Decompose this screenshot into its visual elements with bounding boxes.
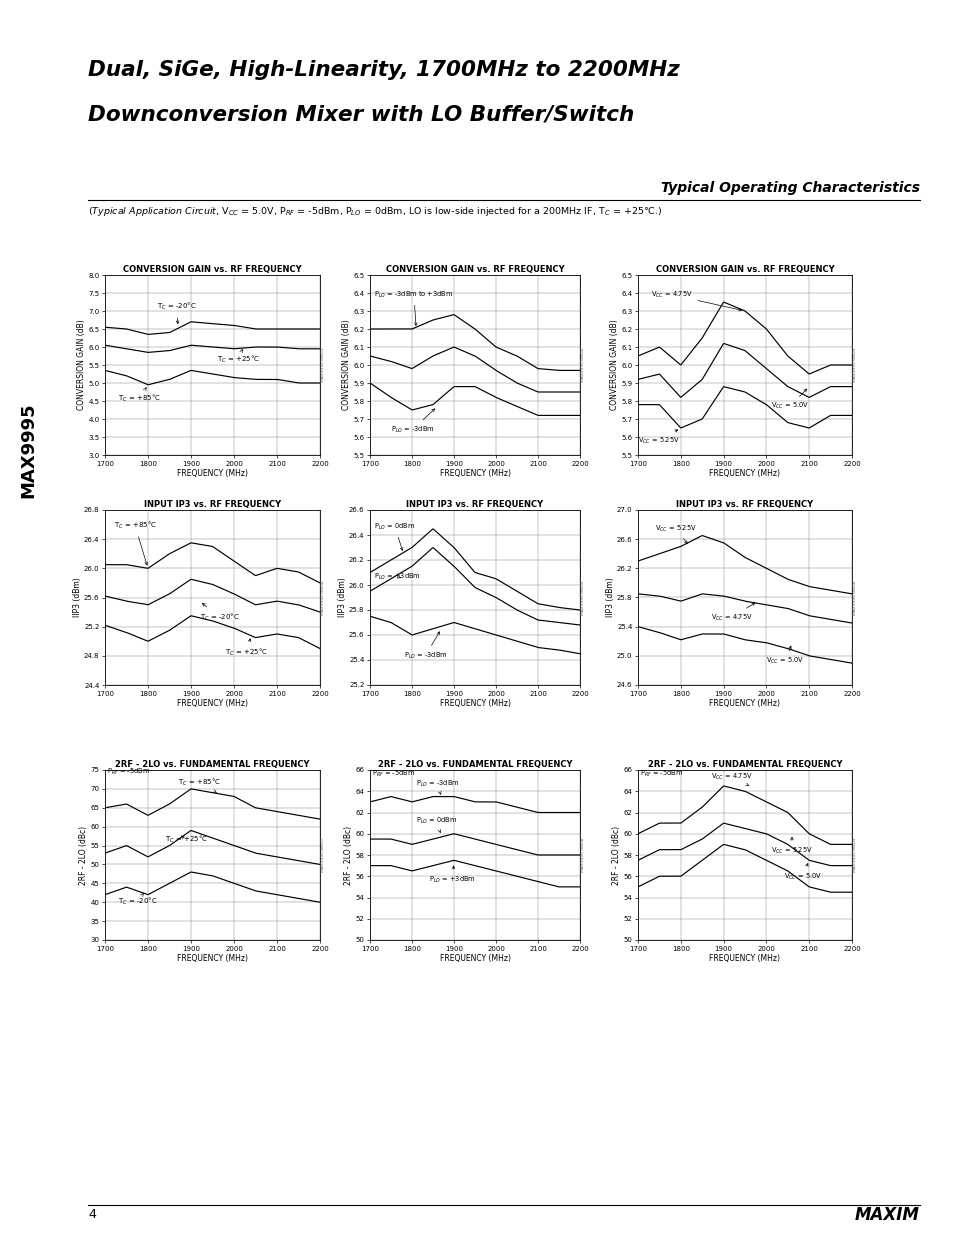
Text: MAXIM: MAXIM [854, 1207, 919, 1224]
Text: MAX9995 toc07: MAX9995 toc07 [321, 837, 325, 872]
Text: ($\it{Typical\ Application\ Circuit}$, V$_{CC}$ = 5.0V, P$_{RF}$ = -5dBm, P$_{LO: ($\it{Typical\ Application\ Circuit}$, V… [88, 205, 661, 219]
Text: V$_{CC}$ = 4.75V: V$_{CC}$ = 4.75V [650, 289, 740, 311]
X-axis label: FREQUENCY (MHz): FREQUENCY (MHz) [709, 699, 780, 708]
Text: V$_{CC}$ = 4.75V: V$_{CC}$ = 4.75V [710, 603, 754, 622]
Y-axis label: IIP3 (dBm): IIP3 (dBm) [72, 578, 82, 618]
Text: P$_{LO}$ = -3dBm: P$_{LO}$ = -3dBm [416, 779, 459, 794]
Text: T$_C$ = +25°C: T$_C$ = +25°C [225, 638, 268, 657]
Text: P$_{LO}$ = +3dBm: P$_{LO}$ = +3dBm [374, 572, 420, 582]
Text: V$_{CC}$ = 4.75V: V$_{CC}$ = 4.75V [710, 772, 752, 785]
Text: T$_C$ = +85°C: T$_C$ = +85°C [118, 388, 161, 404]
Text: MAX9995 toc06: MAX9995 toc06 [852, 580, 856, 615]
Title: 2RF - 2LO vs. FUNDAMENTAL FREQUENCY: 2RF - 2LO vs. FUNDAMENTAL FREQUENCY [377, 760, 572, 768]
Text: T$_C$ = +25°C: T$_C$ = +25°C [165, 834, 208, 845]
X-axis label: FREQUENCY (MHz): FREQUENCY (MHz) [177, 699, 248, 708]
Text: 4: 4 [88, 1209, 95, 1221]
Text: MAX9995 toc09: MAX9995 toc09 [852, 837, 856, 872]
Text: P$_{RF}$ = -5dBm: P$_{RF}$ = -5dBm [372, 768, 415, 778]
Text: P$_{LO}$ = +3dBm: P$_{LO}$ = +3dBm [428, 866, 476, 884]
Title: CONVERSION GAIN vs. RF FREQUENCY: CONVERSION GAIN vs. RF FREQUENCY [123, 264, 301, 273]
Y-axis label: 2RF - 2LO (dBc): 2RF - 2LO (dBc) [344, 825, 353, 884]
Text: V$_{CC}$ = 5.0V: V$_{CC}$ = 5.0V [770, 389, 808, 411]
Text: V$_{CC}$ = 5.0V: V$_{CC}$ = 5.0V [765, 646, 803, 667]
X-axis label: FREQUENCY (MHz): FREQUENCY (MHz) [177, 468, 248, 478]
Text: T$_C$ = +85°C: T$_C$ = +85°C [113, 520, 156, 564]
Text: T$_C$ = -20°C: T$_C$ = -20°C [199, 604, 239, 622]
Text: Dual, SiGe, High-Linearity, 1700MHz to 2200MHz: Dual, SiGe, High-Linearity, 1700MHz to 2… [88, 61, 679, 80]
Text: P$_{LO}$ = -3dBm: P$_{LO}$ = -3dBm [403, 632, 447, 661]
Text: P$_{LO}$ = -3dBm to +3dBm: P$_{LO}$ = -3dBm to +3dBm [374, 289, 454, 326]
Title: INPUT IP3 vs. RF FREQUENCY: INPUT IP3 vs. RF FREQUENCY [144, 499, 281, 509]
X-axis label: FREQUENCY (MHz): FREQUENCY (MHz) [439, 953, 510, 962]
Title: 2RF - 2LO vs. FUNDAMENTAL FREQUENCY: 2RF - 2LO vs. FUNDAMENTAL FREQUENCY [115, 760, 310, 768]
Text: MAX9995 toc04: MAX9995 toc04 [321, 580, 325, 615]
Text: V$_{CC}$ = 5.25V: V$_{CC}$ = 5.25V [638, 430, 679, 446]
Y-axis label: 2RF - 2LO (dBc): 2RF - 2LO (dBc) [79, 825, 89, 884]
Text: MAX9995 toc03: MAX9995 toc03 [852, 348, 856, 383]
Text: MAX9995: MAX9995 [19, 403, 37, 498]
Text: P$_{LO}$ = -3dBm: P$_{LO}$ = -3dBm [391, 409, 435, 435]
Title: INPUT IP3 vs. RF FREQUENCY: INPUT IP3 vs. RF FREQUENCY [676, 499, 813, 509]
X-axis label: FREQUENCY (MHz): FREQUENCY (MHz) [709, 468, 780, 478]
X-axis label: FREQUENCY (MHz): FREQUENCY (MHz) [177, 953, 248, 962]
Text: P$_{RF}$ = -5dBm: P$_{RF}$ = -5dBm [639, 768, 682, 778]
Text: V$_{CC}$ = 5.25V: V$_{CC}$ = 5.25V [770, 837, 812, 856]
Text: P$_{LO}$ = 0dBm: P$_{LO}$ = 0dBm [416, 816, 456, 832]
Text: T$_C$ = +85°C: T$_C$ = +85°C [178, 777, 221, 793]
Y-axis label: IIP3 (dBm): IIP3 (dBm) [337, 578, 346, 618]
Y-axis label: CONVERSION GAIN (dB): CONVERSION GAIN (dB) [342, 320, 351, 410]
Text: Downconversion Mixer with LO Buffer/Switch: Downconversion Mixer with LO Buffer/Swit… [88, 105, 634, 125]
Text: P$_{RF}$ = -5dBm: P$_{RF}$ = -5dBm [107, 767, 151, 777]
Y-axis label: CONVERSION GAIN (dB): CONVERSION GAIN (dB) [610, 320, 618, 410]
Text: MAX9995 toc02: MAX9995 toc02 [580, 348, 584, 383]
Text: Typical Operating Characteristics: Typical Operating Characteristics [660, 182, 919, 195]
Title: CONVERSION GAIN vs. RF FREQUENCY: CONVERSION GAIN vs. RF FREQUENCY [655, 264, 834, 273]
Text: T$_C$ = -20°C: T$_C$ = -20°C [156, 301, 196, 324]
Title: INPUT IP3 vs. RF FREQUENCY: INPUT IP3 vs. RF FREQUENCY [406, 499, 543, 509]
Y-axis label: CONVERSION GAIN (dB): CONVERSION GAIN (dB) [77, 320, 86, 410]
Text: MAX9995 toc08: MAX9995 toc08 [580, 837, 584, 872]
Title: CONVERSION GAIN vs. RF FREQUENCY: CONVERSION GAIN vs. RF FREQUENCY [385, 264, 564, 273]
Y-axis label: IIP3 (dBm): IIP3 (dBm) [605, 578, 614, 618]
Text: T$_C$ = +25°C: T$_C$ = +25°C [216, 350, 259, 364]
Text: V$_{CC}$ = 5.25V: V$_{CC}$ = 5.25V [655, 524, 697, 543]
Text: MAX9995 toc05: MAX9995 toc05 [580, 580, 584, 615]
Y-axis label: 2RF - 2LO (dBc): 2RF - 2LO (dBc) [612, 825, 620, 884]
X-axis label: FREQUENCY (MHz): FREQUENCY (MHz) [439, 699, 510, 708]
Text: T$_C$ = -20°C: T$_C$ = -20°C [118, 893, 157, 908]
X-axis label: FREQUENCY (MHz): FREQUENCY (MHz) [709, 953, 780, 962]
Title: 2RF - 2LO vs. FUNDAMENTAL FREQUENCY: 2RF - 2LO vs. FUNDAMENTAL FREQUENCY [647, 760, 841, 768]
X-axis label: FREQUENCY (MHz): FREQUENCY (MHz) [439, 468, 510, 478]
Text: MAX9995 toc01: MAX9995 toc01 [321, 348, 325, 383]
Text: P$_{LO}$ = 0dBm: P$_{LO}$ = 0dBm [374, 521, 415, 551]
Text: V$_{CC}$ = 5.0V: V$_{CC}$ = 5.0V [782, 863, 821, 882]
